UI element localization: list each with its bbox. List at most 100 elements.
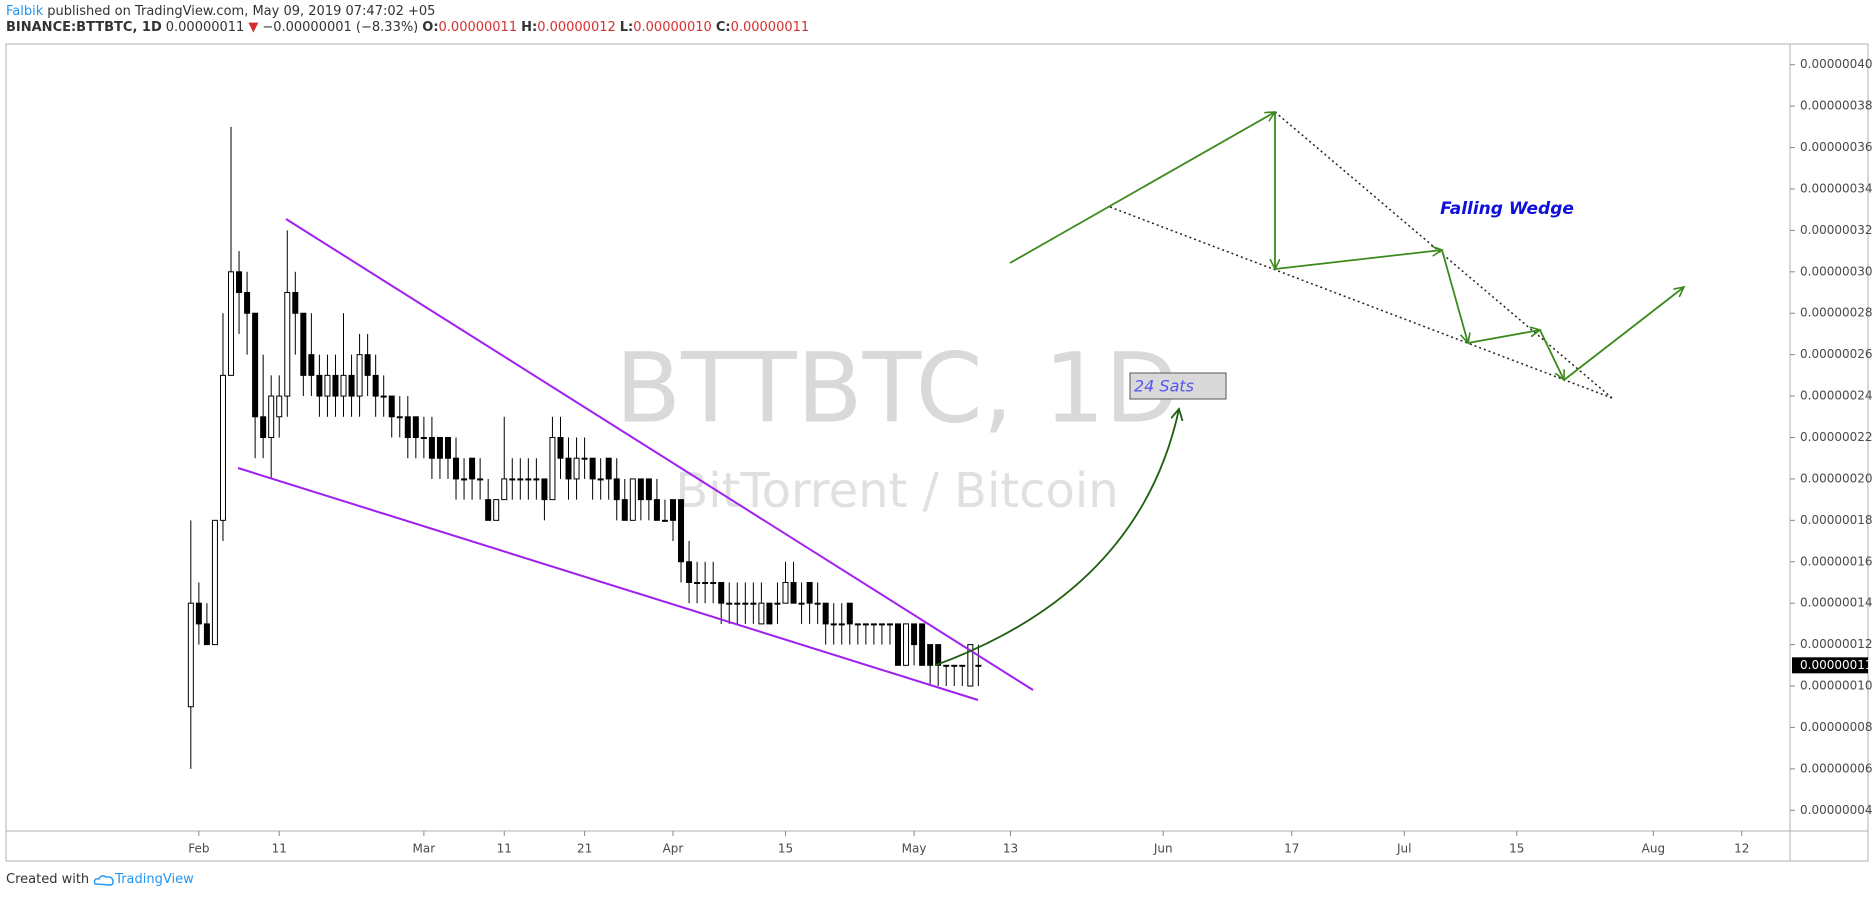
candle-body	[589, 457, 596, 480]
candle-body	[846, 602, 853, 625]
y-tick-label: 0.00000004	[1800, 803, 1873, 817]
candle-body	[573, 457, 580, 480]
candle-body	[340, 374, 347, 397]
x-tick-label: 15	[778, 842, 793, 856]
y-tick-label: 0.00000008	[1800, 720, 1873, 734]
candle-body	[645, 478, 652, 501]
l-key: L:	[619, 20, 634, 35]
published: published on TradingView.com, May 09, 20…	[47, 4, 436, 19]
y-tick-label: 0.00000040	[1800, 57, 1873, 71]
candle-body	[252, 312, 259, 418]
candle-body	[203, 623, 210, 646]
candle-body	[830, 623, 837, 626]
candle-body	[517, 478, 524, 481]
candle-body	[742, 602, 749, 605]
candle-body	[710, 581, 717, 584]
candle-body	[653, 499, 660, 521]
candle-body	[477, 478, 484, 481]
x-tick-label: 13	[1003, 842, 1018, 856]
wedge-arrows	[1009, 112, 1684, 381]
candle-body	[814, 602, 821, 605]
candle-body	[718, 581, 725, 604]
y-tick-label: 0.00000026	[1800, 347, 1873, 361]
candle-body	[525, 478, 532, 481]
candle-body	[927, 644, 934, 666]
symbol-line: BINANCE:BTTBTC, 1D 0.00000011 ▼ −0.00000001…	[6, 20, 813, 35]
candle-body	[838, 623, 845, 626]
x-tick-label: 11	[272, 842, 287, 856]
candle-body	[951, 664, 958, 667]
symbol: BINANCE:BTTBTC, 1D	[6, 20, 162, 35]
candle-body	[669, 499, 676, 521]
candle-body	[244, 292, 251, 314]
candle-body	[637, 478, 644, 501]
candle-body	[886, 623, 893, 626]
candle-body	[364, 354, 371, 376]
candle-body	[219, 374, 226, 521]
candle-body	[597, 478, 604, 481]
candle-body	[308, 354, 315, 376]
candle-body	[541, 478, 548, 501]
candle-body	[862, 623, 869, 626]
x-tick-label: Aug	[1642, 842, 1665, 856]
candle-body	[236, 271, 243, 294]
candles	[187, 126, 982, 769]
projection-arrow	[935, 409, 1179, 666]
candle-body	[766, 602, 773, 625]
last-price-box	[1792, 657, 1868, 674]
x-tick-label: 21	[577, 842, 592, 856]
candle-body	[493, 499, 500, 521]
candle-body	[187, 602, 194, 708]
candle-body	[605, 457, 612, 480]
y-tick-label: 0.00000020	[1800, 471, 1873, 485]
candle-body	[750, 602, 757, 605]
candle-body	[420, 437, 427, 439]
candle-body	[316, 374, 323, 397]
arrow	[1009, 112, 1275, 264]
candle-body	[959, 664, 966, 667]
candle-body	[195, 602, 202, 625]
candle-body	[509, 478, 516, 481]
candle-body	[501, 478, 508, 501]
target-label: 24 Sats	[1134, 377, 1194, 396]
y-tick-label: 0.00000036	[1800, 140, 1873, 154]
candle-body	[557, 437, 564, 459]
candle-body	[565, 457, 572, 480]
candle-body	[678, 499, 685, 563]
brand: TradingView	[115, 872, 194, 887]
y-tick-label: 0.00000014	[1800, 596, 1873, 610]
y-tick-label: 0.00000028	[1800, 306, 1873, 320]
candle-body	[782, 581, 789, 604]
arrow	[1467, 330, 1540, 344]
candle-body	[549, 437, 556, 501]
candle-body	[774, 602, 781, 605]
candle-body	[348, 374, 355, 397]
y-tick-label: 0.00000022	[1800, 430, 1873, 444]
candle-body	[332, 374, 339, 397]
candle-body	[967, 644, 974, 687]
candle-body	[453, 457, 460, 480]
candle-body	[613, 478, 620, 501]
x-tick-label: Mar	[413, 842, 436, 856]
arrow	[1563, 287, 1684, 381]
candle-body	[870, 623, 877, 626]
arrow: ▼	[248, 20, 259, 35]
x-tick-label: 11	[497, 842, 512, 856]
watermark: BTTBTC, 1D	[615, 332, 1178, 444]
lower-trendline	[237, 467, 979, 701]
candle-body	[428, 437, 435, 459]
x-tick-label: 12	[1734, 842, 1749, 856]
candle-body	[661, 519, 668, 522]
arrow	[1441, 249, 1468, 343]
last-price-label: 0.00000011	[1800, 658, 1873, 672]
target-box	[1129, 372, 1227, 400]
candle-body	[621, 499, 628, 521]
candle-body	[461, 478, 468, 481]
candle-body	[878, 623, 885, 626]
candle-body	[260, 416, 267, 438]
arrow	[1539, 329, 1564, 380]
c-val: 0.00000011	[730, 20, 810, 35]
candle-body	[380, 395, 387, 398]
y-tick-label: 0.00000006	[1800, 761, 1873, 775]
candle-body	[806, 581, 813, 604]
